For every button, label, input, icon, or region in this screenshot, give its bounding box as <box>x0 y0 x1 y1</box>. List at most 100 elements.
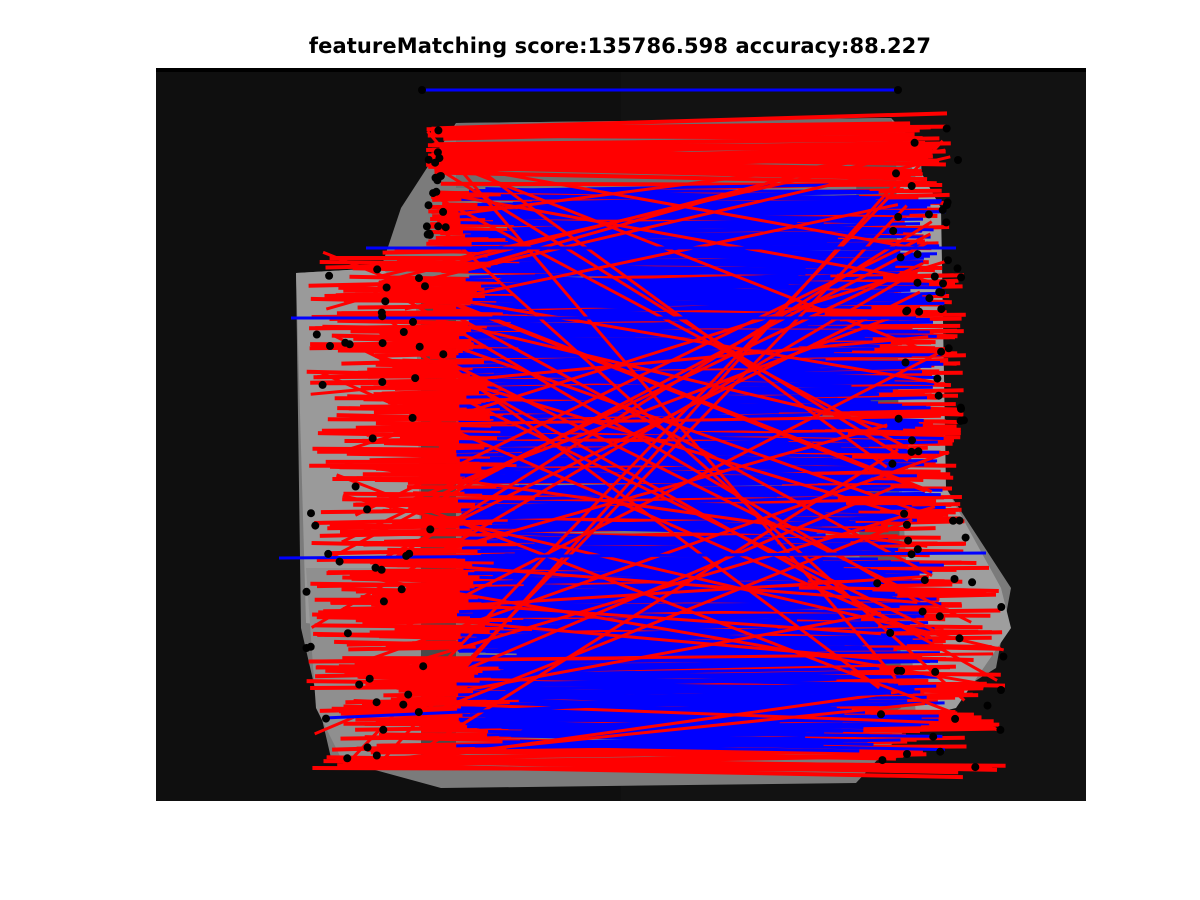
keypoint <box>378 312 387 321</box>
keypoint <box>983 701 992 710</box>
keypoint <box>434 126 443 135</box>
inlier-match-line <box>500 426 810 434</box>
keypoint <box>302 587 311 596</box>
keypoint <box>381 297 390 306</box>
keypoint <box>901 358 910 367</box>
inlier-match-line <box>500 531 792 544</box>
keypoint <box>408 413 417 422</box>
keypoint <box>399 328 408 336</box>
keypoint <box>431 158 440 167</box>
keypoint <box>935 612 944 621</box>
inlier-match-line <box>511 216 829 221</box>
outlier-match-line <box>440 191 947 286</box>
outlier-match-line <box>357 611 882 712</box>
keypoint <box>414 708 423 717</box>
outlier-match-line <box>359 575 979 685</box>
keypoint <box>893 666 902 675</box>
keypoint <box>419 662 428 671</box>
keypoint <box>397 585 406 594</box>
outlier-match-line <box>384 329 972 624</box>
inlier-match-line <box>521 624 889 637</box>
keypoint <box>418 86 426 94</box>
keypoint <box>914 447 923 456</box>
keypoint <box>939 279 947 288</box>
keypoint <box>920 576 929 585</box>
keypoint <box>996 725 1005 734</box>
keypoint <box>907 550 916 559</box>
keypoint <box>889 226 898 235</box>
keypoint <box>439 350 448 359</box>
match-lines-layer <box>278 88 1006 780</box>
keypoint <box>930 272 939 281</box>
inlier-match-line <box>525 627 935 640</box>
keypoint <box>343 629 352 638</box>
keypoint <box>944 256 952 265</box>
keypoint <box>363 505 372 514</box>
keypoint <box>372 751 381 760</box>
keypoint <box>322 714 330 723</box>
keypoint <box>907 182 916 190</box>
keypoint <box>378 339 387 348</box>
keypoint <box>312 330 321 339</box>
keypoint <box>997 603 1006 611</box>
keypoints-layer <box>302 86 1008 772</box>
keypoint <box>968 578 977 587</box>
keypoint <box>335 557 344 566</box>
keypoint <box>944 344 953 353</box>
keypoint <box>405 549 414 558</box>
keypoint <box>913 545 922 554</box>
outlier-match-line <box>326 755 993 769</box>
keypoint <box>902 520 911 529</box>
keypoint <box>372 698 381 707</box>
outlier-match-line <box>385 290 921 558</box>
matching-image-axes <box>156 68 1086 801</box>
matching-scene <box>156 68 1086 801</box>
keypoint <box>954 156 962 164</box>
keypoint <box>341 338 350 347</box>
keypoint <box>950 575 959 583</box>
inlier-match-line <box>459 399 834 408</box>
keypoint <box>949 516 958 525</box>
keypoint <box>426 525 435 534</box>
inlier-match-line <box>531 442 785 448</box>
outlier-match-line <box>399 764 963 780</box>
keypoint <box>326 342 334 350</box>
outlier-match-line <box>341 261 924 544</box>
outlier-match-line <box>439 148 946 218</box>
keypoint <box>961 533 970 542</box>
keypoint <box>955 634 964 643</box>
outlier-match-line <box>397 759 959 775</box>
keypoint <box>894 86 902 94</box>
keypoint <box>903 306 912 315</box>
inlier-match-line <box>527 482 782 489</box>
keypoint <box>936 747 945 756</box>
outlier-match-line <box>404 203 899 311</box>
outlier-match-line <box>374 149 922 279</box>
keypoint <box>910 138 919 147</box>
keypoint <box>894 414 903 423</box>
keypoint <box>441 223 450 232</box>
figure-title: featureMatching score:135786.598 accurac… <box>308 34 932 58</box>
inlier-match-line <box>508 580 925 590</box>
outlier-match-line <box>439 198 916 454</box>
inlier-match-line <box>492 189 865 200</box>
keypoint <box>894 212 903 221</box>
inlier-match-line <box>513 320 900 331</box>
keypoint <box>415 342 424 351</box>
keypoint <box>997 686 1005 694</box>
outlier-match-line <box>345 610 878 661</box>
keypoint <box>925 294 934 303</box>
outlier-match-line <box>336 473 1002 733</box>
keypoint <box>415 274 423 283</box>
outlier-match-line <box>367 690 898 768</box>
inlier-match-line <box>501 725 871 738</box>
keypoint <box>937 305 946 314</box>
inlier-match-line <box>517 363 783 371</box>
keypoint <box>915 307 924 316</box>
inlier-match-line <box>535 391 789 400</box>
inlier-match-line <box>513 217 924 227</box>
keypoint <box>900 509 909 518</box>
inlier-match-line <box>504 594 844 600</box>
keypoint <box>933 374 942 383</box>
keypoint <box>942 124 951 133</box>
